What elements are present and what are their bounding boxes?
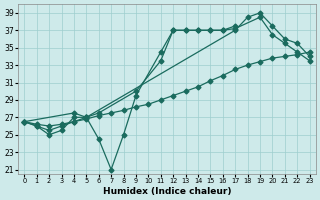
X-axis label: Humidex (Indice chaleur): Humidex (Indice chaleur) <box>103 187 231 196</box>
